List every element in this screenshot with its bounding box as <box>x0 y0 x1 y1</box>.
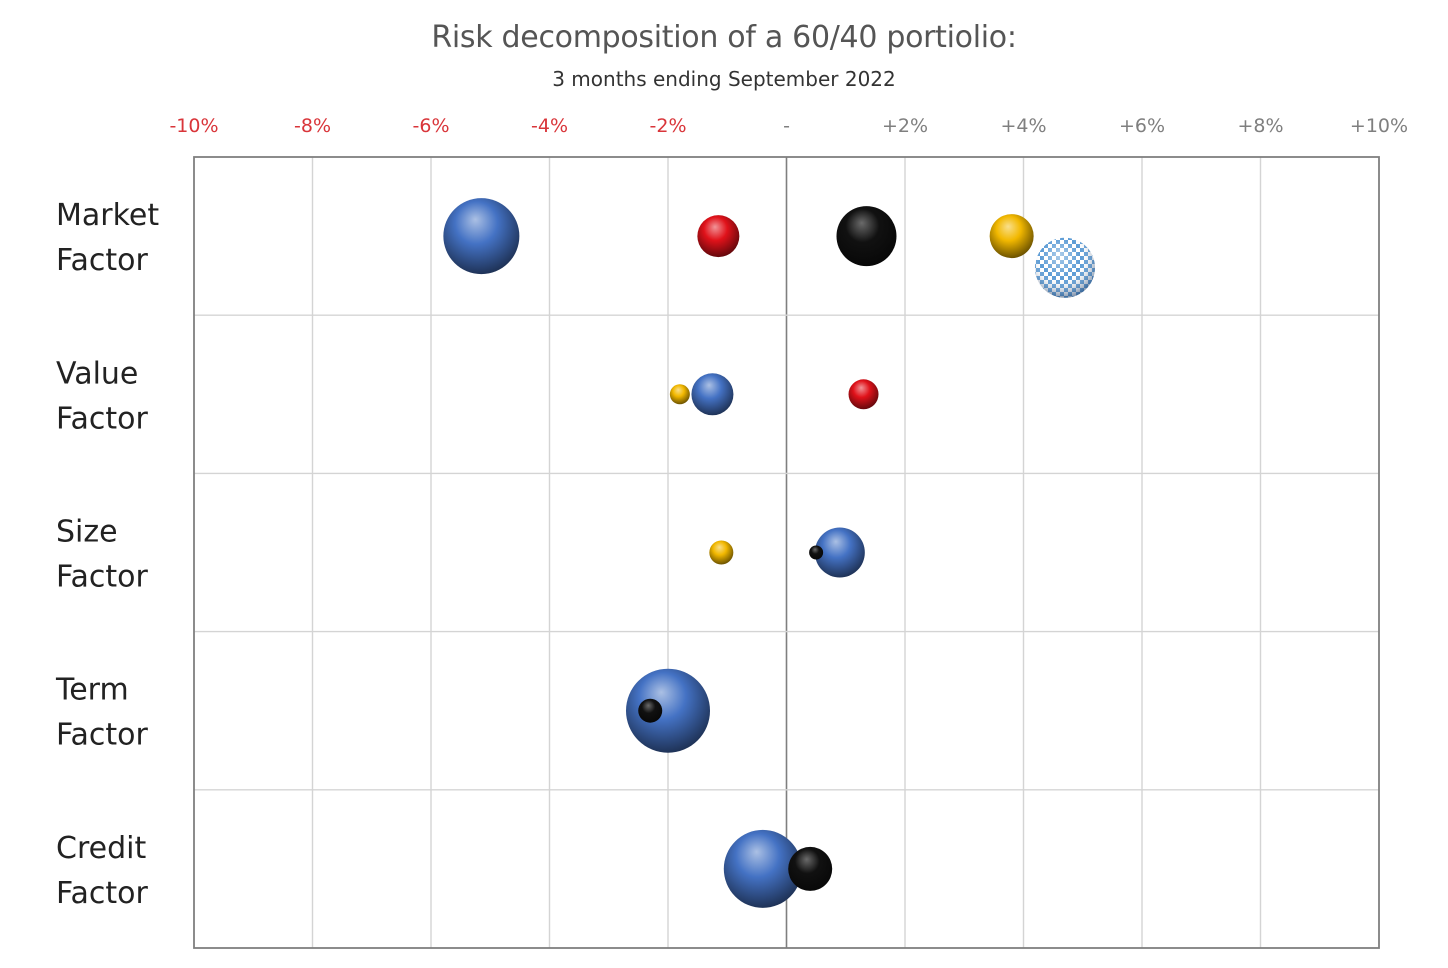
x-tick-label: +4% <box>1000 115 1046 137</box>
row-label-line2: Factor <box>56 718 148 753</box>
x-tick-label: +10% <box>1350 115 1408 137</box>
x-tick-label: +8% <box>1237 115 1283 137</box>
bubble-gold <box>669 384 690 405</box>
chart-title: Risk decomposition of a 60/40 portiolio: <box>431 20 1017 55</box>
chart-subtitle: 3 months ending September 2022 <box>552 67 896 91</box>
bubble-blue <box>814 527 865 578</box>
bubble-blue <box>691 373 734 416</box>
bubble-layer <box>443 198 1095 908</box>
bubble-gold <box>989 214 1034 259</box>
x-tick-label: - <box>783 115 790 137</box>
bubble-blue <box>443 198 520 275</box>
bubble-black <box>836 206 897 267</box>
bubble-red <box>697 215 740 258</box>
x-axis-ticks: -10% -8% -6% -4% -2% - +2% +4% +6% +8% +10% <box>169 115 1408 137</box>
row-label-line2: Factor <box>56 560 148 595</box>
x-tick-label: -2% <box>650 115 687 137</box>
x-tick-label: -8% <box>294 115 331 137</box>
row-labels: Market Factor Value Factor Size Factor Term Fac… <box>55 198 159 911</box>
bubble-blue <box>723 829 802 908</box>
row-label-line1: Value <box>56 356 138 391</box>
grid-layer <box>193 156 1380 949</box>
row-label-line2: Factor <box>56 243 148 278</box>
row-label-line1: Term <box>55 673 129 708</box>
row-label-line2: Factor <box>56 876 148 911</box>
row-label-line1: Size <box>56 515 118 550</box>
x-tick-label: -10% <box>169 115 218 137</box>
bubble-blue <box>626 668 710 753</box>
bubble-gold <box>709 540 734 565</box>
bubble-black <box>638 698 663 723</box>
row-label-line2: Factor <box>56 401 148 436</box>
x-tick-label: +2% <box>882 115 928 137</box>
bubble-red <box>848 379 879 410</box>
bubble-black <box>788 846 833 891</box>
bubble-black <box>809 545 824 560</box>
x-tick-label: -6% <box>413 115 450 137</box>
x-tick-label: -4% <box>531 115 568 137</box>
bubble-checker <box>1034 237 1095 298</box>
plot-frame <box>193 156 1380 949</box>
x-tick-label: +6% <box>1119 115 1165 137</box>
row-label-line1: Credit <box>56 831 146 866</box>
row-label-line1: Market <box>56 198 159 233</box>
